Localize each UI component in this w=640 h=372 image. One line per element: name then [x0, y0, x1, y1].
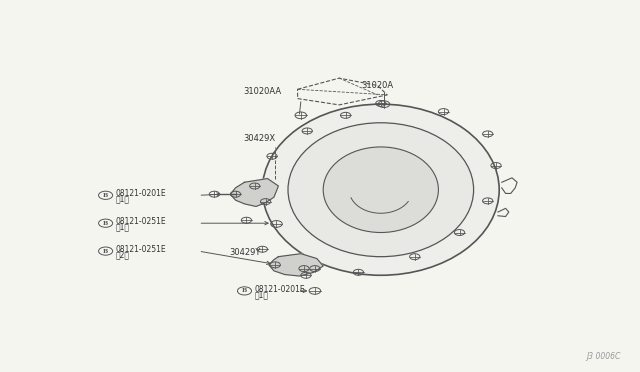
Polygon shape [269, 254, 323, 276]
Text: （1）: （1） [255, 290, 269, 299]
Text: 08121-0251E: 08121-0251E [116, 217, 166, 226]
Text: J3 0006C: J3 0006C [586, 352, 621, 361]
Text: 08121-0201E: 08121-0201E [116, 189, 166, 198]
Text: （1）: （1） [116, 195, 130, 203]
Text: B: B [103, 248, 108, 254]
Text: 30429X: 30429X [243, 134, 275, 143]
Polygon shape [230, 179, 278, 206]
Text: 08121-0251E: 08121-0251E [116, 245, 166, 254]
Text: （2）: （2） [116, 250, 130, 259]
Text: 08121-0201E: 08121-0201E [255, 285, 305, 294]
Text: （1）: （1） [116, 222, 130, 231]
Ellipse shape [288, 123, 474, 257]
Ellipse shape [262, 104, 499, 275]
Text: B: B [242, 288, 247, 294]
Text: B: B [103, 193, 108, 198]
Text: B: B [103, 221, 108, 226]
Text: 30429Y: 30429Y [229, 248, 260, 257]
Text: 31020A: 31020A [362, 81, 394, 90]
Text: 31020AA: 31020AA [243, 87, 282, 96]
Ellipse shape [323, 147, 438, 232]
